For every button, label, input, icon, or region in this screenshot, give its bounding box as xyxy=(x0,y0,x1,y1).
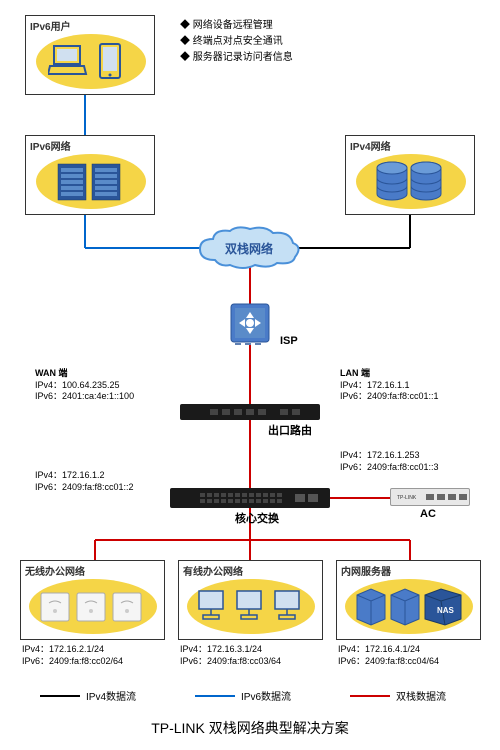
isp-icon xyxy=(225,300,275,348)
tablet-icon xyxy=(98,42,122,80)
ac-ipv4: IPv4：172.16.1.253 xyxy=(340,450,439,462)
ipv4-net-label: IPv4网络 xyxy=(350,138,391,153)
ipv6-user-label: IPv6用户 xyxy=(30,18,71,33)
legend-dual: 双栈数据流 xyxy=(350,688,446,703)
wireless-box: 无线办公网络 xyxy=(20,560,165,640)
wan-label: WAN 端 xyxy=(35,368,134,380)
wired-ipv4: IPv4：172.16.3.1/24 xyxy=(180,644,281,656)
egress-router-device xyxy=(180,404,320,420)
egress-router-label: 出口路由 xyxy=(268,422,312,438)
bullet-2: 终端点对点安全通讯 xyxy=(180,34,293,50)
database-icon xyxy=(372,158,450,206)
core-switch-info: IPv4：172.16.1.2 IPv6：2409:fa:f8:cc01::2 xyxy=(35,470,134,493)
wan-ipv6: IPv6：2401:ca:4e:1::100 xyxy=(35,391,134,403)
svg-text:NAS: NAS xyxy=(437,606,455,615)
ac-device: TP-LINK xyxy=(390,488,470,506)
legend-ipv4-label: IPv4数据流 xyxy=(86,688,136,703)
wired-ip: IPv4：172.16.3.1/24 IPv6：2409:fa:f8:cc03/… xyxy=(180,644,281,667)
server-icon: NAS xyxy=(351,585,469,629)
pc-icon xyxy=(193,587,309,627)
legend-ipv4: IPv4数据流 xyxy=(40,688,136,703)
ap-icon xyxy=(37,589,149,625)
core-ipv6: IPv6：2409:fa:f8:cc01::2 xyxy=(35,482,134,494)
ipv6-user-box: IPv6用户 xyxy=(25,15,155,95)
wired-label: 有线办公网络 xyxy=(183,563,243,578)
wan-info: WAN 端 IPv4：100.64.235.25 IPv6：2401:ca:4e… xyxy=(35,368,134,403)
ac-info: IPv4：172.16.1.253 IPv6：2409:fa:f8:cc01::… xyxy=(340,450,439,473)
cloud-label: 双栈网络 xyxy=(225,240,273,257)
wireless-label: 无线办公网络 xyxy=(25,563,85,578)
wireless-ipv6: IPv6：2409:fa:f8:cc02/64 xyxy=(22,656,123,668)
ipv4-net-box: IPv4网络 xyxy=(345,135,475,215)
wan-ipv4: IPv4：100.64.235.25 xyxy=(35,380,134,392)
bullet-1: 网络设备远程管理 xyxy=(180,18,293,34)
svg-text:TP-LINK: TP-LINK xyxy=(397,495,417,501)
feature-list: 网络设备远程管理 终端点对点安全通讯 服务器记录访问者信息 xyxy=(180,18,293,66)
legend-ipv6: IPv6数据流 xyxy=(195,688,291,703)
laptop-icon xyxy=(48,42,88,80)
isp-label: ISP xyxy=(280,335,298,347)
server-ip: IPv4：172.16.4.1/24 IPv6：2409:fa:f8:cc04/… xyxy=(338,644,439,667)
lan-label: LAN 端 xyxy=(340,368,439,380)
lan-ipv6: IPv6：2409:fa:f8:cc01::1 xyxy=(340,391,439,403)
core-ipv4: IPv4：172.16.1.2 xyxy=(35,470,134,482)
ipv6-net-box: IPv6网络 xyxy=(25,135,155,215)
server-box: 内网服务器 NAS xyxy=(336,560,481,640)
wireless-ipv4: IPv4：172.16.2.1/24 xyxy=(22,644,123,656)
wired-ipv6: IPv6：2409:fa:f8:cc03/64 xyxy=(180,656,281,668)
legend-ipv6-label: IPv6数据流 xyxy=(241,688,291,703)
server-label: 内网服务器 xyxy=(341,563,391,578)
ac-ipv6: IPv6：2409:fa:f8:cc01::3 xyxy=(340,462,439,474)
ac-label: AC xyxy=(420,508,436,520)
lan-info: LAN 端 IPv4：172.16.1.1 IPv6：2409:fa:f8:cc… xyxy=(340,368,439,403)
legend-dual-label: 双栈数据流 xyxy=(396,688,446,703)
core-switch-device xyxy=(170,488,330,508)
ipv6-net-label: IPv6网络 xyxy=(30,138,71,153)
lan-ipv4: IPv4：172.16.1.1 xyxy=(340,380,439,392)
server-ipv6: IPv6：2409:fa:f8:cc04/64 xyxy=(338,656,439,668)
wired-box: 有线办公网络 xyxy=(178,560,323,640)
diagram-title: TP-LINK 双栈网络典型解决方案 xyxy=(0,718,500,738)
core-switch-label: 核心交换 xyxy=(235,510,279,526)
server-ipv4: IPv4：172.16.4.1/24 xyxy=(338,644,439,656)
server-rack-icon xyxy=(54,160,128,204)
bullet-3: 服务器记录访问者信息 xyxy=(180,50,293,66)
wireless-ip: IPv4：172.16.2.1/24 IPv6：2409:fa:f8:cc02/… xyxy=(22,644,123,667)
